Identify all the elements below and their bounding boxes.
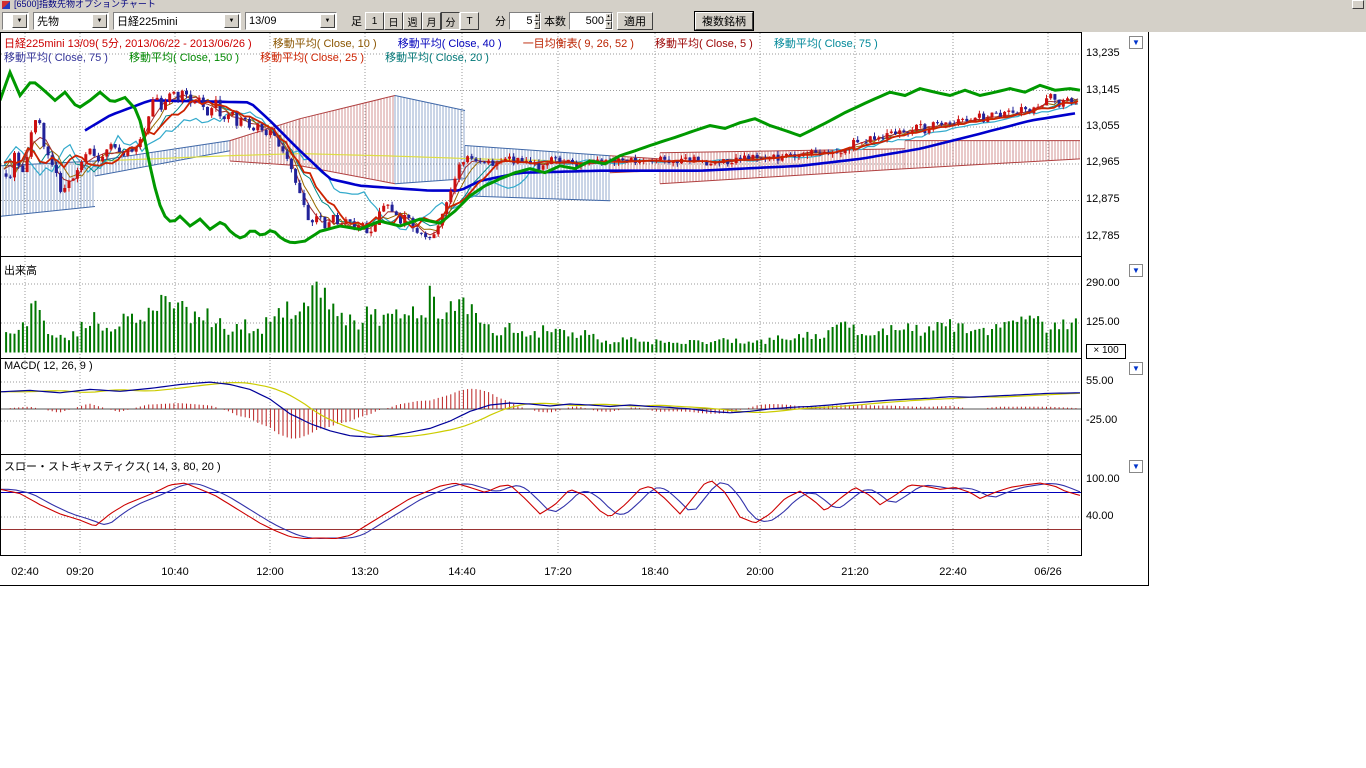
macd-pane-dropdown-button[interactable]: ▼ xyxy=(1129,362,1143,375)
chevron-down-icon[interactable]: ▼ xyxy=(92,14,107,28)
toolbar: ▼ 先物 ▼ 日経225mini ▼ 13/09 ▼ 足 1 日 週 月 分 T… xyxy=(0,10,1366,32)
volume-axis-label: 290.00 xyxy=(1086,277,1120,289)
price-axis-label: 12,875 xyxy=(1086,193,1120,205)
chevron-down-icon[interactable]: ▼ xyxy=(224,14,239,28)
stoch-axis-label: 40.00 xyxy=(1086,510,1114,522)
chevron-down-icon[interactable]: ▼ xyxy=(12,14,27,28)
time-axis-label: 14:40 xyxy=(448,566,476,578)
price-axis-label: 12,785 xyxy=(1086,230,1120,242)
time-axis-label: 20:00 xyxy=(746,566,774,578)
dropdown-arrow-icon: ▼ xyxy=(1132,462,1140,471)
app-icon xyxy=(2,1,10,9)
spin-down-icon[interactable]: ▼ xyxy=(605,21,612,29)
stoch-axis-label: 100.00 xyxy=(1086,473,1120,485)
macd-axis-label: 55.00 xyxy=(1086,375,1114,387)
price-axis-label: 13,235 xyxy=(1086,47,1120,59)
bar-count-field[interactable] xyxy=(570,13,605,29)
instrument-select[interactable]: 日経225mini ▼ xyxy=(113,12,241,30)
time-axis-label: 21:20 xyxy=(841,566,869,578)
spinner[interactable]: ▲ ▼ xyxy=(605,13,612,29)
titlebar: [6500]指数先物オプションチャート xyxy=(0,0,1366,10)
volume-axis-label: 125.00 xyxy=(1086,316,1120,328)
timeframe-label: 足 xyxy=(351,13,362,29)
volume-pane-label: 出来高 xyxy=(4,262,37,278)
minute-interval-label: 分 xyxy=(495,13,506,29)
multi-symbol-button[interactable]: 複数銘柄 xyxy=(695,12,753,30)
instrument-value: 日経225mini xyxy=(114,13,178,29)
dropdown-arrow-icon: ▼ xyxy=(1132,266,1140,275)
minute-interval-input[interactable]: ▲ ▼ xyxy=(509,12,541,30)
chart-frame-bottom xyxy=(0,585,1149,586)
chevron-down-icon[interactable]: ▼ xyxy=(320,14,335,28)
macd-pane-label: MACD( 12, 26, 9 ) xyxy=(4,360,93,372)
price-axis-label: 13,055 xyxy=(1086,120,1120,132)
instrument-category-value: 先物 xyxy=(34,13,59,29)
time-axis-label: 18:40 xyxy=(641,566,669,578)
spin-up-icon[interactable]: ▲ xyxy=(605,13,612,21)
volume-pane-dropdown-button[interactable]: ▼ xyxy=(1129,264,1143,277)
period-button-minute[interactable]: 分 xyxy=(441,12,460,30)
minute-interval-field[interactable] xyxy=(510,13,534,29)
time-axis-label: 09:20 xyxy=(66,566,94,578)
contract-month-value: 13/09 xyxy=(246,15,277,27)
chart-canvas[interactable] xyxy=(0,32,1082,556)
period-button-tick[interactable]: T xyxy=(460,12,479,30)
dropdown-arrow-icon: ▼ xyxy=(1132,364,1140,373)
time-axis-label: 22:40 xyxy=(939,566,967,578)
time-axis-label: 06/26 xyxy=(1034,566,1062,578)
spin-up-icon[interactable]: ▲ xyxy=(534,13,540,21)
period-button-1[interactable]: 1 xyxy=(365,12,384,30)
bar-count-input[interactable]: ▲ ▼ xyxy=(569,12,613,30)
apply-button[interactable]: 適用 xyxy=(617,12,653,30)
time-axis-label: 13:20 xyxy=(351,566,379,578)
period-button-month[interactable]: 月 xyxy=(422,12,441,30)
chart-frame-right xyxy=(1148,32,1149,586)
time-axis-label: 10:40 xyxy=(161,566,189,578)
bar-count-label: 本数 xyxy=(544,13,566,29)
volume-unit-badge: × 100 xyxy=(1086,344,1126,359)
price-axis-label: 13,145 xyxy=(1086,84,1120,96)
period-button-day[interactable]: 日 xyxy=(384,12,403,30)
time-axis-label: 12:00 xyxy=(256,566,284,578)
price-pane-dropdown-button[interactable]: ▼ xyxy=(1129,36,1143,49)
window-title: [6500]指数先物オプションチャート xyxy=(14,0,156,10)
instrument-category-select[interactable]: 先物 ▼ xyxy=(33,12,109,30)
period-button-week[interactable]: 週 xyxy=(403,12,422,30)
time-axis-label: 17:20 xyxy=(544,566,572,578)
window-restore-button[interactable] xyxy=(1352,0,1364,9)
stoch-pane-label: スロー・ストキャスティクス( 14, 3, 80, 20 ) xyxy=(4,458,221,474)
price-axis-label: 12,965 xyxy=(1086,156,1120,168)
macd-axis-label: -25.00 xyxy=(1086,414,1117,426)
chart-area xyxy=(0,32,1082,556)
stoch-pane-dropdown-button[interactable]: ▼ xyxy=(1129,460,1143,473)
spinner[interactable]: ▲ ▼ xyxy=(534,13,540,29)
spin-down-icon[interactable]: ▼ xyxy=(534,21,540,29)
contract-month-select[interactable]: 13/09 ▼ xyxy=(245,12,337,30)
dropdown-arrow-icon: ▼ xyxy=(1132,38,1140,47)
chart-mode-select[interactable]: ▼ xyxy=(2,12,29,30)
app-window: [6500]指数先物オプションチャート ▼ 先物 ▼ 日経225mini ▼ 1… xyxy=(0,0,1366,768)
time-axis-label: 02:40 xyxy=(11,566,39,578)
